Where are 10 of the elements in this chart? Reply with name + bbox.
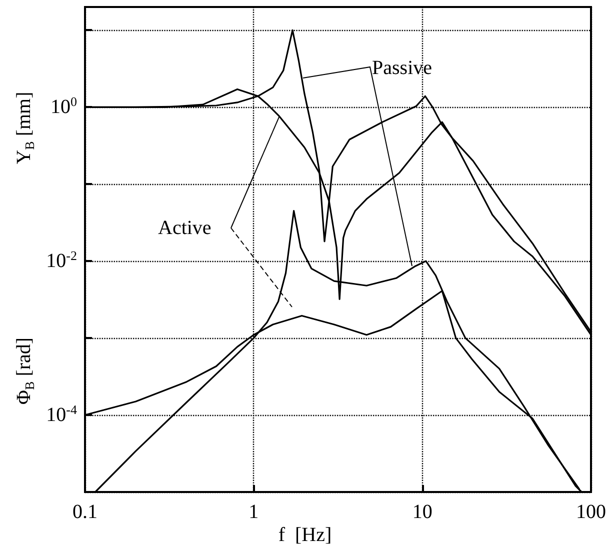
y-tick-label: 10$^{-2}$ (46, 248, 77, 272)
y-tick-label: 10$^{0}$ (50, 94, 77, 118)
y-tick-label: 10$^{-4}$ (46, 402, 77, 426)
annotation: Active (158, 217, 212, 239)
x-tick-label: 1 (248, 501, 259, 523)
x-tick-label: 100 (576, 501, 606, 523)
x-axis-title: f [Hz] (278, 524, 332, 546)
x-tick-label: 10 (412, 501, 432, 523)
x-tick-label: 0.1 (72, 501, 98, 523)
annotation: Passive (372, 57, 432, 79)
